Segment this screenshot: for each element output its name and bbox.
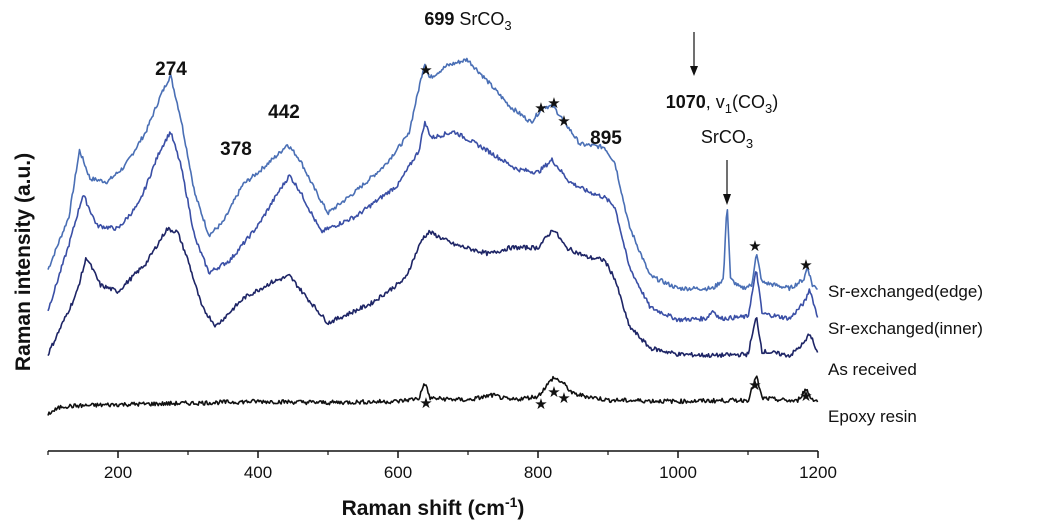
peak-label-274: 274 xyxy=(155,59,187,80)
x-tick-label: 600 xyxy=(384,463,412,482)
x-tick-label: 1200 xyxy=(799,463,837,482)
star-marker: ★ xyxy=(419,395,432,412)
star-marker: ★ xyxy=(534,396,547,413)
arrow-1070-head xyxy=(723,194,731,205)
series-label-inner: Sr-exchanged(inner) xyxy=(828,319,983,338)
star-marker: ★ xyxy=(547,95,560,112)
series-line-1 xyxy=(47,120,819,323)
star-marker: ★ xyxy=(534,100,547,117)
x-tick-label: 1000 xyxy=(659,463,697,482)
peak-label-378: 378 xyxy=(220,139,252,160)
x-tick-label: 800 xyxy=(524,463,552,482)
series-line-0 xyxy=(47,57,818,292)
arrow-699-head xyxy=(690,66,698,76)
peak-label-699: 699 SrCO3 xyxy=(424,9,511,33)
series-label-epoxy: Epoxy resin xyxy=(828,407,917,426)
star-marker: ★ xyxy=(557,390,570,407)
peak-label-895: 895 xyxy=(590,128,622,149)
x-tick-label: 400 xyxy=(244,463,272,482)
star-marker: ★ xyxy=(547,384,560,401)
peak-label-442: 442 xyxy=(268,102,300,123)
series-label-edge: Sr-exchanged(edge) xyxy=(828,282,983,301)
y-axis-title: Raman intensity (a.u.) xyxy=(12,153,35,371)
series-layer xyxy=(47,57,819,416)
star-marker: ★ xyxy=(748,377,761,394)
star-marker: ★ xyxy=(799,388,812,405)
star-marker: ★ xyxy=(557,113,570,130)
peak-label-1070-line2: SrCO3 xyxy=(701,127,753,151)
series-label-as-received: As received xyxy=(828,360,917,379)
x-tick-label: 200 xyxy=(104,463,132,482)
star-marker: ★ xyxy=(799,257,812,274)
x-axis-title: Raman shift (cm-1) xyxy=(342,494,525,520)
x-ticks: 200 400 600 800 1000 1200 xyxy=(47,451,837,482)
star-marker: ★ xyxy=(419,62,432,79)
peak-label-1070: 1070, v1(CO3) xyxy=(666,92,779,116)
star-marker: ★ xyxy=(748,238,761,255)
series-line-2 xyxy=(47,226,819,358)
series-line-3 xyxy=(47,375,819,416)
